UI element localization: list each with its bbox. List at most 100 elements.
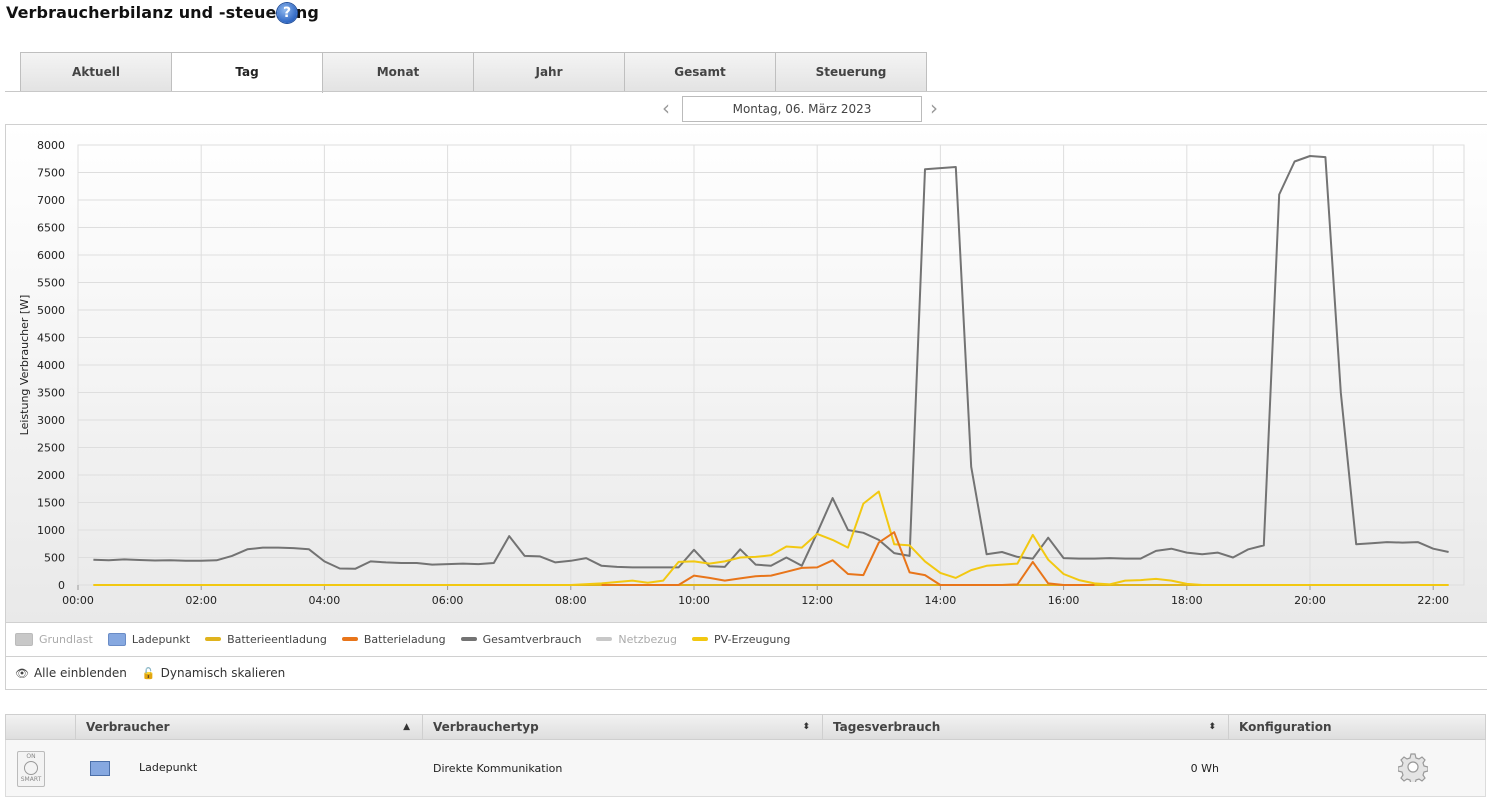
series-line-gesamtverbrauch[interactable] (93, 155, 1449, 570)
y-tick-label: 4000 (37, 359, 65, 372)
dynamic-scale-label: Dynamisch skalieren (160, 666, 286, 680)
dynamic-scale-button[interactable]: 🔓 Dynamisch skalieren (142, 666, 285, 680)
sort-asc-icon: ▲ (403, 722, 410, 732)
tab-aktuell[interactable]: Aktuell (20, 52, 172, 91)
badge-bottom-label: SMART (20, 776, 42, 783)
consumer-name: Ladepunkt (139, 761, 198, 774)
legend-label: Batterieladung (363, 632, 446, 646)
y-tick-label: 500 (44, 552, 65, 565)
x-tick-label: 04:00 (309, 594, 341, 607)
legend-swatch (691, 637, 708, 641)
legend-label: Netzbezug (618, 632, 677, 646)
y-tick-label: 5000 (37, 304, 65, 317)
tab-tag[interactable]: Tag (172, 52, 323, 93)
x-tick-label: 16:00 (1048, 594, 1080, 607)
x-tick-label: 12:00 (801, 594, 833, 607)
help-icon[interactable]: ? (277, 3, 297, 23)
legend-item-pv-erzeugung[interactable]: PV-Erzeugung (691, 632, 791, 646)
chart-controls: 👁 Alle einblenden 🔓 Dynamisch skalieren (5, 657, 1487, 690)
legend-label: Batterieentladung (227, 632, 327, 646)
series-line-batterieladung[interactable] (601, 531, 1095, 586)
consumer-type: Direkte Kommunikation (433, 762, 563, 775)
y-tick-label: 0 (58, 579, 65, 592)
x-tick-label: 02:00 (185, 594, 217, 607)
y-tick-label: 3500 (37, 387, 65, 400)
consumer-color-swatch (90, 761, 110, 776)
legend-item-gesamtverbrauch[interactable]: Gesamtverbrauch (460, 632, 582, 646)
x-tick-label: 22:00 (1417, 594, 1449, 607)
legend-label: Gesamtverbrauch (482, 632, 582, 646)
eye-icon: 👁 (15, 666, 29, 680)
tab-gesamt[interactable]: Gesamt (625, 52, 776, 91)
header-konfiguration: Konfiguration (1228, 715, 1485, 739)
page-title: Verbraucherbilanz und -steuerung (6, 3, 319, 22)
legend-swatch (460, 637, 477, 641)
legend-label: PV-Erzeugung (713, 632, 791, 646)
x-tick-label: 10:00 (678, 594, 710, 607)
tab-divider (5, 91, 1487, 92)
legend-item-batterieentladung[interactable]: Batterieentladung (205, 633, 327, 646)
table-header: Verbraucher ▲ Verbrauchertyp ⬍ Tagesverb… (5, 714, 1486, 740)
legend-item-batterieladung[interactable]: Batterieladung (341, 632, 446, 646)
date-selector[interactable]: Montag, 06. März 2023 (682, 96, 922, 122)
chart-legend: Grundlast Ladepunkt Batterieentladung Batte… (5, 622, 1487, 657)
tab-bar: Aktuell Tag Monat Jahr Gesamt Steuerung (20, 52, 927, 93)
series-line-pv-erzeugung[interactable] (93, 490, 1449, 586)
legend-label: Grundlast (39, 632, 93, 646)
x-tick-label: 06:00 (432, 594, 464, 607)
sort-icon: ⬍ (802, 722, 810, 732)
header-tagesverbrauch[interactable]: Tagesverbrauch ⬍ (822, 715, 1228, 739)
legend-item-netzbezug[interactable]: Netzbezug (596, 633, 677, 646)
legend-swatch (107, 632, 126, 646)
x-tick-label: 20:00 (1294, 594, 1326, 607)
tab-monat[interactable]: Monat (323, 52, 474, 91)
header-col0 (6, 715, 75, 739)
tab-jahr[interactable]: Jahr (474, 52, 625, 91)
chevron-right-icon[interactable]: › (930, 96, 938, 120)
y-tick-label: 7000 (37, 194, 65, 207)
y-tick-label: 1000 (37, 524, 65, 537)
y-tick-label: 7500 (37, 167, 65, 180)
x-tick-label: 08:00 (555, 594, 587, 607)
table-row: ON SMART Ladepunkt Direkte Kommunikation… (5, 740, 1486, 797)
header-verbraucher-label: Verbraucher (86, 720, 170, 734)
legend-swatch (205, 637, 222, 641)
unlock-icon: 🔓 (141, 666, 156, 680)
legend-item-grundlast[interactable]: Grundlast (15, 632, 93, 646)
consumer-table: Verbraucher ▲ Verbrauchertyp ⬍ Tagesverb… (5, 714, 1486, 797)
show-all-button[interactable]: 👁 Alle einblenden (15, 666, 127, 680)
show-all-label: Alle einblenden (33, 666, 127, 680)
y-tick-label: 3000 (37, 414, 65, 427)
gear-icon[interactable] (1398, 752, 1428, 782)
power-icon (24, 761, 38, 775)
header-verbrauchertyp-label: Verbrauchertyp (433, 720, 539, 734)
legend-swatch (341, 637, 358, 641)
y-axis-label: Leistung Verbraucher [W] (18, 295, 31, 436)
legend-label: Ladepunkt (131, 632, 191, 646)
y-tick-label: 4500 (37, 332, 65, 345)
on-smart-badge-icon: ON SMART (17, 751, 45, 787)
tab-steuerung[interactable]: Steuerung (776, 52, 927, 91)
x-tick-label: 14:00 (925, 594, 957, 607)
y-tick-label: 8000 (37, 139, 65, 152)
header-tagesverbrauch-label: Tagesverbrauch (833, 720, 941, 734)
header-verbrauchertyp[interactable]: Verbrauchertyp ⬍ (422, 715, 822, 739)
y-tick-label: 2500 (37, 442, 65, 455)
y-tick-label: 6000 (37, 249, 65, 262)
y-tick-label: 2000 (37, 469, 65, 482)
sort-icon: ⬍ (1208, 722, 1216, 732)
legend-swatch (596, 637, 613, 641)
badge-top-label: ON (26, 753, 36, 760)
power-chart: 0 500 1000 1500 2000 2500 3000 3500 4000 4500 5000… (18, 139, 1465, 607)
y-tick-label: 1500 (37, 497, 65, 510)
legend-item-ladepunkt[interactable]: Ladepunkt (107, 632, 191, 646)
header-verbraucher[interactable]: Verbraucher ▲ (75, 715, 422, 739)
x-tick-label: 18:00 (1171, 594, 1203, 607)
daily-consumption: 0 Wh (1190, 762, 1219, 775)
chart-area: 0 500 1000 1500 2000 2500 3000 3500 4000 4500 5000… (5, 124, 1487, 623)
chevron-left-icon[interactable]: ‹ (662, 96, 670, 120)
y-tick-label: 5500 (37, 277, 65, 290)
legend-swatch (15, 632, 33, 646)
y-tick-label: 6500 (37, 222, 65, 235)
x-tick-label: 00:00 (62, 594, 94, 607)
